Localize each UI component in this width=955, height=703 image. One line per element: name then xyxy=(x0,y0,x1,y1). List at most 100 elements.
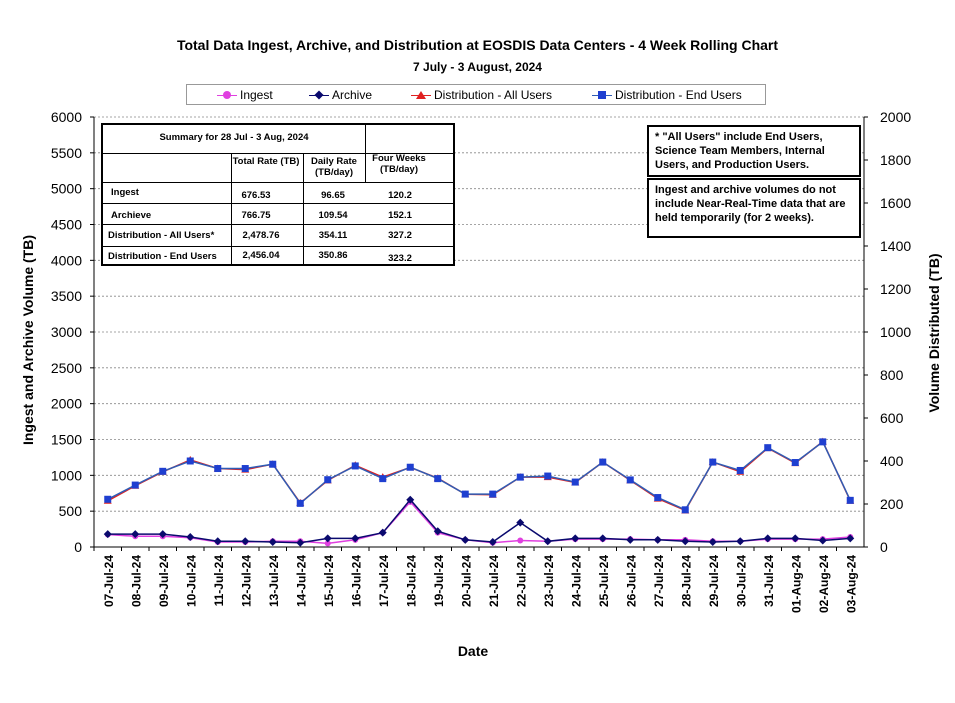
y-axis-right-label: Volume Distributed (TB) xyxy=(926,253,942,413)
x-tick-label: 24-Jul-24 xyxy=(569,555,583,607)
x-axis-label: Date xyxy=(457,643,489,659)
data-point xyxy=(159,467,167,475)
x-tick-label: 11-Jul-24 xyxy=(212,555,226,607)
y-tick-label-right: 1400 xyxy=(880,238,911,254)
y-tick-label-right: 1000 xyxy=(880,324,911,340)
legend-item-archive: Archive xyxy=(309,88,372,102)
data-point xyxy=(351,534,360,543)
data-point xyxy=(103,530,112,539)
data-point xyxy=(846,496,854,504)
x-tick-label: 09-Jul-24 xyxy=(157,555,171,607)
y-tick-label-left: 3000 xyxy=(51,324,82,340)
data-point xyxy=(378,528,387,537)
data-point xyxy=(571,534,580,543)
data-point xyxy=(104,495,112,503)
y-tick-label-right: 1200 xyxy=(880,281,911,297)
y-tick-label-left: 1000 xyxy=(51,467,82,483)
data-point xyxy=(571,478,579,486)
x-tick-label: 13-Jul-24 xyxy=(267,555,281,607)
data-point xyxy=(379,475,387,483)
data-point xyxy=(269,460,277,468)
y-tick-label-right: 0 xyxy=(880,539,888,555)
x-tick-label: 03-Aug-24 xyxy=(844,555,858,613)
data-point xyxy=(351,462,359,470)
data-point xyxy=(708,537,717,546)
data-point xyxy=(626,535,635,544)
x-tick-label: 14-Jul-24 xyxy=(294,555,308,607)
data-point xyxy=(158,530,167,539)
x-tick-label: 27-Jul-24 xyxy=(652,555,666,607)
series-line-ingest xyxy=(107,500,851,545)
data-point xyxy=(654,494,662,502)
x-tick-label: 23-Jul-24 xyxy=(542,555,556,607)
summary-row-label: Distribution - End Users xyxy=(108,251,217,262)
x-tick-label: 30-Jul-24 xyxy=(734,555,748,607)
summary-cell: 96.65 xyxy=(321,190,345,201)
data-point xyxy=(764,444,772,452)
summary-cell: 109.54 xyxy=(318,210,348,221)
summary-cell: 350.86 xyxy=(318,250,348,261)
summary-cell: 120.2 xyxy=(388,190,412,201)
data-point xyxy=(186,457,194,465)
summary-cell: 766.75 xyxy=(241,210,271,221)
x-tick-label: 15-Jul-24 xyxy=(322,555,336,607)
data-point xyxy=(763,534,772,543)
data-point xyxy=(516,473,524,481)
y-tick-label-left: 5500 xyxy=(51,145,82,161)
y-tick-label-left: 1500 xyxy=(51,432,82,448)
summary-table: Summary for 28 Jul - 3 Aug, 2024 Total R… xyxy=(101,123,455,266)
x-tick-label: 21-Jul-24 xyxy=(487,555,501,607)
y-tick-label-right: 800 xyxy=(880,367,904,383)
y-tick-label-left: 4500 xyxy=(51,217,82,233)
data-point xyxy=(296,538,305,547)
summary-cell: 354.11 xyxy=(318,230,348,241)
y-tick-label-left: 2000 xyxy=(51,396,82,412)
summary-cell: 2,478.76 xyxy=(242,230,280,241)
data-point xyxy=(213,537,222,546)
summary-cell: 152.1 xyxy=(388,210,412,221)
x-tick-label: 20-Jul-24 xyxy=(459,555,473,607)
x-tick-label: 28-Jul-24 xyxy=(679,555,693,607)
legend-item-distribution-all: Distribution - All Users xyxy=(411,88,552,102)
series-line-distribution-end-users xyxy=(107,440,851,511)
summary-cell: 676.53 xyxy=(241,190,271,201)
legend-item-distribution-end: Distribution - End Users xyxy=(592,88,742,102)
data-point xyxy=(819,438,827,446)
x-tick-label: 01-Aug-24 xyxy=(789,555,803,613)
summary-cell: 323.2 xyxy=(388,253,412,264)
data-point xyxy=(323,534,332,543)
data-point xyxy=(434,475,442,483)
y-tick-label-left: 4000 xyxy=(51,252,82,268)
data-point xyxy=(406,495,415,504)
x-tick-label: 17-Jul-24 xyxy=(377,555,391,607)
note-all-users: * "All Users" include End Users, Science… xyxy=(647,125,861,177)
x-tick-label: 08-Jul-24 xyxy=(129,555,143,607)
summary-title: Summary for 28 Jul - 3 Aug, 2024 xyxy=(159,132,309,143)
data-point xyxy=(709,458,717,466)
y-tick-label-left: 3500 xyxy=(51,288,82,304)
summary-row-label: Ingest xyxy=(111,187,139,198)
data-point xyxy=(186,532,195,541)
x-tick-label: 07-Jul-24 xyxy=(102,555,116,607)
data-point xyxy=(131,481,139,489)
data-point xyxy=(653,535,662,544)
data-point xyxy=(598,534,607,543)
data-point xyxy=(296,499,304,507)
data-point xyxy=(736,537,745,546)
data-point xyxy=(461,535,470,544)
data-point xyxy=(818,536,827,545)
y-tick-label-right: 2000 xyxy=(880,109,911,125)
legend-item-ingest: Ingest xyxy=(217,88,273,102)
data-point xyxy=(131,530,140,539)
data-point xyxy=(324,540,331,547)
x-tick-label: 26-Jul-24 xyxy=(624,555,638,607)
summary-row-label: Archieve xyxy=(111,210,152,221)
data-point xyxy=(543,537,552,546)
data-point xyxy=(214,465,222,473)
data-point xyxy=(681,537,690,546)
y-tick-label-left: 0 xyxy=(74,539,82,555)
x-tick-label: 31-Jul-24 xyxy=(762,555,776,607)
data-point xyxy=(516,518,525,527)
y-tick-label-left: 5000 xyxy=(51,181,82,197)
